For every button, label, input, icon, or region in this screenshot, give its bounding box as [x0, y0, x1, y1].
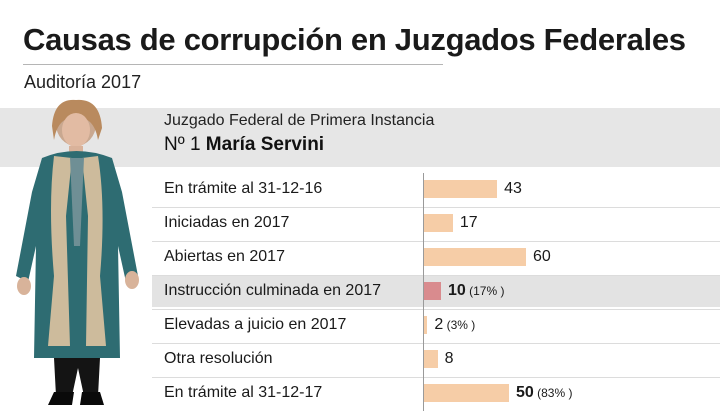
bar-value: 43 — [504, 180, 522, 197]
bar — [424, 248, 526, 266]
bar-value: 50 — [516, 384, 534, 401]
bar — [424, 180, 498, 198]
bar — [424, 350, 438, 368]
judge-portrait-image — [16, 99, 139, 405]
category-label: Instrucción culminada en 2017 — [164, 282, 382, 299]
chart-row: Iniciadas en 2017 — [152, 208, 720, 239]
bar-value: 2 — [434, 316, 444, 333]
bar — [424, 316, 428, 334]
bar-value-label: 50 (83% ) — [516, 384, 572, 402]
bar-percent: (83% ) — [533, 386, 573, 400]
bar — [424, 214, 453, 232]
chart-row: Otra resolución — [152, 344, 720, 375]
chart-row: En trámite al 31-12-17 — [152, 378, 720, 409]
bar-value: 8 — [444, 350, 454, 367]
category-label: Abiertas en 2017 — [164, 248, 285, 265]
row-divider — [152, 377, 720, 378]
bar-value-label: 10 (17% ) — [448, 282, 504, 300]
row-divider — [152, 207, 720, 208]
bar-percent: (3% ) — [443, 318, 476, 332]
value-axis-line — [423, 173, 424, 411]
bar-value: 60 — [533, 248, 551, 265]
chart-row: Elevadas a juicio en 2017 — [152, 310, 720, 341]
bar-value-label: 2 (3% ) — [434, 316, 475, 334]
chart-row: Abiertas en 2017 — [152, 242, 720, 273]
bar — [424, 384, 509, 402]
category-label: Iniciadas en 2017 — [164, 214, 290, 231]
title-divider — [23, 64, 443, 65]
chart-row: En trámite al 31-12-16 — [152, 174, 720, 205]
row-divider — [152, 343, 720, 344]
chart-title: Causas de corrupción en Juzgados Federal… — [23, 22, 686, 57]
bar-percent: (17% ) — [465, 284, 505, 298]
row-divider — [152, 275, 720, 276]
bar-value: 17 — [459, 214, 478, 231]
court-name: Juzgado Federal de Primera Instancia — [164, 112, 435, 129]
category-label: En trámite al 31-12-16 — [164, 180, 323, 197]
bar-value-label: 8 — [445, 350, 454, 368]
category-label: Elevadas a juicio en 2017 — [164, 316, 347, 333]
court-number: Nº 1 — [164, 134, 201, 155]
bar-value-label: 43 — [504, 180, 522, 198]
bar — [424, 282, 441, 300]
bar-value-label: 60 — [533, 248, 551, 266]
judge-line: Nº 1 María Servini — [164, 134, 324, 156]
category-label: En trámite al 31-12-17 — [164, 384, 323, 401]
bar-value-label: 17 — [460, 214, 478, 232]
category-label: Otra resolución — [164, 350, 273, 367]
row-divider — [152, 309, 720, 310]
court-header-band — [0, 108, 720, 167]
bar-value: 10 — [448, 282, 466, 299]
chart-subtitle: Auditoría 2017 — [24, 72, 142, 92]
row-divider — [152, 241, 720, 242]
judge-name: María Servini — [205, 134, 325, 155]
